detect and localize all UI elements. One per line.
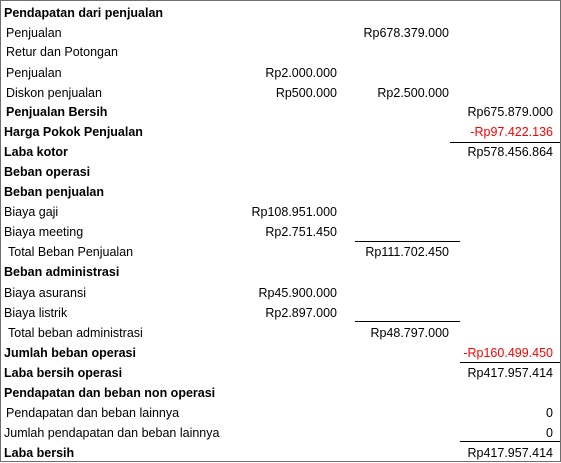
statement-row[interactable]: Laba bersih Rp417.957.414	[1, 443, 560, 463]
statement-row[interactable]: Jumlah pendapatan dan beban lainnya 0	[1, 423, 560, 443]
statement-row[interactable]: Laba bersih operasi Rp417.957.414	[1, 363, 560, 383]
row-label: Beban administrasi	[4, 265, 120, 279]
amount-cell: Rp500.000	[275, 86, 337, 100]
row-label: Biaya gaji	[4, 205, 59, 219]
statement-row[interactable]: Biaya asuransi Rp45.900.000	[1, 283, 560, 303]
row-label: Harga Pokok Penjualan	[4, 125, 143, 139]
statement-row[interactable]: Pendapatan dan beban lainnya 0	[1, 403, 560, 423]
row-label: Total Beban Penjualan	[8, 245, 134, 259]
row-label: Biaya listrik	[4, 306, 68, 320]
statement-row[interactable]: Laba kotor Rp578.456.864	[1, 142, 560, 162]
row-label: Penjualan	[6, 66, 62, 80]
cell-border-line	[450, 142, 560, 143]
amount-cell: Rp111.702.450	[365, 245, 449, 259]
row-label: Jumlah pendapatan dan beban lainnya	[4, 426, 220, 440]
row-label: Total beban administrasi	[8, 326, 143, 340]
row-label: Biaya asuransi	[4, 286, 86, 300]
statement-row[interactable]: Biaya gaji Rp108.951.000	[1, 202, 560, 222]
amount-cell: Rp2.751.450	[265, 225, 337, 239]
cell-border-line	[460, 362, 560, 363]
amount-cell: Rp2.897.000	[265, 306, 337, 320]
row-label: Laba bersih operasi	[4, 366, 123, 380]
row-label: Penjualan Bersih	[6, 105, 108, 119]
amount-cell: 0	[546, 406, 553, 420]
statement-row[interactable]: Beban administrasi	[1, 262, 560, 282]
amount-cell: Rp417.957.414	[467, 446, 554, 460]
row-label: Laba bersih	[4, 446, 75, 460]
amount-cell: Rp2.500.000	[377, 86, 449, 100]
amount-cell: 0	[546, 426, 553, 440]
statement-row[interactable]: Beban operasi	[1, 162, 560, 182]
statement-row[interactable]: Biaya listrik Rp2.897.000	[1, 303, 560, 323]
amount-cell: Rp2.000.000	[265, 66, 337, 80]
statement-row[interactable]: Pendapatan dari penjualan	[1, 3, 560, 23]
row-label: Penjualan	[6, 26, 62, 40]
row-label: Beban penjualan	[4, 185, 105, 199]
amount-cell: -Rp97.422.136	[470, 125, 553, 139]
row-label: Retur dan Potongan	[6, 45, 118, 59]
statement-row[interactable]: Beban penjualan	[1, 182, 560, 202]
statement-row[interactable]: Pendapatan dan beban non operasi	[1, 383, 560, 403]
cell-border-line	[355, 241, 460, 242]
row-label: Jumlah beban operasi	[4, 346, 136, 360]
amount-cell: Rp675.879.000	[467, 105, 554, 119]
statement-row[interactable]: Penjualan Rp678.379.000	[1, 23, 560, 43]
amount-cell: Rp48.797.000	[370, 326, 449, 340]
cell-border-line	[460, 441, 560, 442]
statement-row[interactable]: Jumlah beban operasi -Rp160.499.450	[1, 343, 560, 363]
row-label: Pendapatan dari penjualan	[4, 6, 164, 20]
row-label: Diskon penjualan	[6, 86, 102, 100]
amount-cell: Rp678.379.000	[363, 26, 450, 40]
statement-row[interactable]: Retur dan Potongan	[1, 42, 560, 62]
statement-row[interactable]: Penjualan Bersih Rp675.879.000	[1, 102, 560, 122]
statement-row[interactable]: Total beban administrasi Rp48.797.000	[1, 323, 560, 343]
statement-row[interactable]: Total Beban Penjualan Rp111.702.450	[1, 242, 560, 262]
row-label: Biaya meeting	[4, 225, 84, 239]
statement-row[interactable]: Diskon penjualan Rp500.000 Rp2.500.000	[1, 83, 560, 103]
amount-cell: Rp108.951.000	[251, 205, 338, 219]
row-label: Pendapatan dan beban non operasi	[4, 386, 216, 400]
statement-row[interactable]: Biaya meeting Rp2.751.450	[1, 222, 560, 242]
row-label: Laba kotor	[4, 145, 68, 159]
amount-cell: Rp578.456.864	[467, 145, 554, 159]
row-label: Beban operasi	[4, 165, 91, 179]
statement-row[interactable]: Harga Pokok Penjualan -Rp97.422.136	[1, 122, 560, 142]
statement-row[interactable]: Penjualan Rp2.000.000	[1, 63, 560, 83]
amount-cell: -Rp160.499.450	[463, 346, 553, 360]
amount-cell: Rp417.957.414	[467, 366, 554, 380]
amount-cell: Rp45.900.000	[258, 286, 337, 300]
cell-border-line	[355, 321, 460, 322]
row-label: Pendapatan dan beban lainnya	[6, 406, 180, 420]
